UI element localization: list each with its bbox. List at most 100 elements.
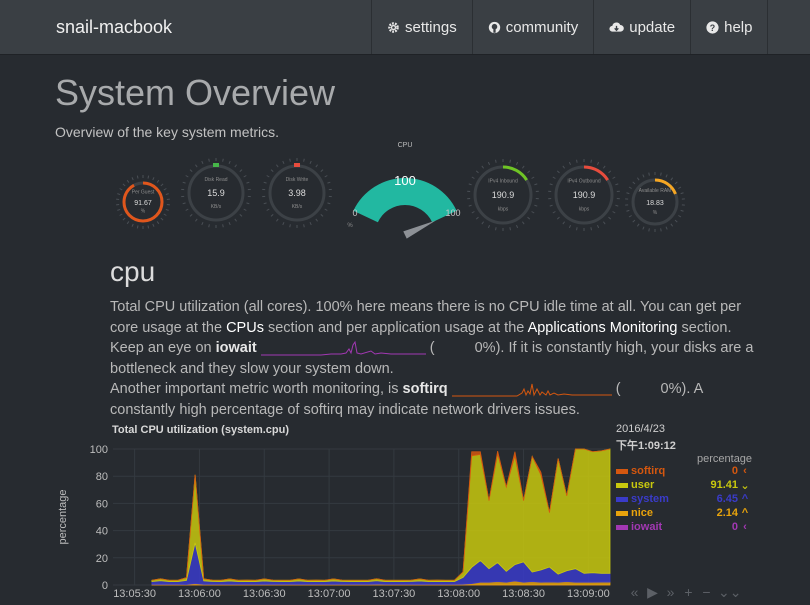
gauge-tick bbox=[602, 221, 606, 225]
gauge-tick bbox=[552, 176, 556, 179]
applications-monitoring-link[interactable]: Applications Monitoring bbox=[527, 319, 678, 336]
gauge-tick bbox=[576, 159, 578, 163]
gauge-tick bbox=[119, 188, 123, 191]
legend-value: 0 bbox=[731, 465, 738, 477]
gauge-label: Available RAM bbox=[639, 188, 672, 194]
gauge-tick bbox=[208, 158, 210, 162]
legend-item-user[interactable]: user 91.41 ⌄ bbox=[616, 479, 750, 493]
gauge-arc bbox=[631, 178, 679, 226]
x-tick-label: 13:05:30 bbox=[113, 588, 156, 600]
gauge-label: IPv4 Outbound bbox=[567, 178, 601, 184]
gauge-tick bbox=[481, 165, 485, 169]
gauge-tick bbox=[234, 218, 237, 222]
gauge-tick bbox=[576, 227, 578, 231]
gauge-tick bbox=[163, 213, 167, 216]
cloud-download-icon bbox=[609, 21, 625, 34]
gauge-tick bbox=[228, 222, 231, 226]
community-button[interactable]: community bbox=[471, 0, 594, 54]
gauge-tick bbox=[527, 216, 531, 220]
zoom-in-button[interactable]: + bbox=[684, 584, 693, 600]
gauge-value: 190.9 bbox=[492, 190, 515, 200]
easypie-chart: IPv4 Inbound 190.9 kbps bbox=[467, 159, 539, 231]
gauge-value: 91.67 bbox=[134, 200, 152, 207]
gauge-tick bbox=[165, 208, 169, 211]
gauge-tick bbox=[160, 183, 164, 187]
gauge-value: 3.98 bbox=[288, 188, 306, 198]
legend-item-iowait[interactable]: iowait 0 ‹ bbox=[616, 521, 750, 535]
gauge-units: % bbox=[347, 223, 353, 229]
easypie-chart: Disk Read 15.9 KB/s bbox=[181, 158, 251, 228]
gauge-tick bbox=[195, 218, 198, 222]
legend-value: 0 bbox=[731, 521, 738, 533]
pan-right-button[interactable]: » bbox=[666, 584, 675, 600]
resize-handle[interactable]: ⌄⌄ bbox=[718, 584, 742, 600]
help-button[interactable]: ? help bbox=[690, 0, 769, 54]
gauge-tick bbox=[678, 215, 682, 218]
gauge-tick bbox=[289, 224, 291, 228]
gauge-tick bbox=[665, 174, 668, 178]
gauge-tick bbox=[468, 183, 472, 186]
gauge-tick bbox=[160, 217, 164, 221]
cpus-link[interactable]: CPUs bbox=[226, 319, 264, 336]
gauge-tick bbox=[612, 176, 616, 179]
trend-arrow-icon: ⌄ bbox=[740, 480, 750, 492]
gauge-tick bbox=[243, 175, 247, 178]
gauge-label: IPv4 Inbound bbox=[488, 178, 518, 184]
gauge-tick bbox=[222, 158, 224, 162]
gauge-tick bbox=[590, 227, 592, 231]
description-text: 0%). A constantly high percentage of sof… bbox=[110, 381, 703, 418]
github-icon bbox=[488, 21, 501, 34]
gauge-tick bbox=[276, 218, 279, 222]
gauge-tick bbox=[521, 221, 525, 225]
gauge-units: KB/s bbox=[292, 204, 303, 210]
play-button[interactable]: ▶ bbox=[647, 584, 658, 600]
gauge-tick bbox=[549, 204, 553, 207]
gauge-tick bbox=[628, 215, 632, 218]
gauge-tick bbox=[327, 202, 331, 205]
gauge-tick bbox=[596, 161, 600, 166]
gauge-tick bbox=[475, 216, 479, 220]
gauge-marker bbox=[294, 163, 300, 167]
gauge-tick bbox=[665, 226, 668, 230]
gauge-tick bbox=[182, 181, 186, 184]
gauge-tick bbox=[117, 208, 121, 211]
description-text: ( bbox=[425, 340, 435, 356]
x-tick-label: 13:08:30 bbox=[502, 588, 545, 600]
settings-button[interactable]: settings bbox=[371, 0, 472, 54]
legend-item-softirq[interactable]: softirq 0 ‹ bbox=[616, 465, 750, 479]
update-button[interactable]: update bbox=[593, 0, 690, 54]
brand-hostname[interactable]: snail-macbook bbox=[56, 17, 173, 37]
gauge-tick bbox=[201, 222, 204, 226]
gauge-track bbox=[122, 181, 164, 223]
gauge-tick bbox=[270, 214, 274, 217]
gauge-tick bbox=[324, 175, 328, 178]
gauge-tick bbox=[626, 209, 630, 212]
gauge-tick bbox=[303, 158, 305, 162]
gauge-tick bbox=[266, 175, 270, 178]
gauge-arc bbox=[473, 165, 533, 225]
gauge-tick bbox=[156, 221, 160, 225]
gauge-tick bbox=[632, 181, 636, 185]
legend-item-nice[interactable]: nice 2.14 ^ bbox=[616, 507, 750, 521]
legend-swatch bbox=[616, 483, 628, 488]
gauge-units: % bbox=[141, 208, 146, 214]
nav-menu: settings community update ? help bbox=[371, 0, 769, 54]
series-area-softirq bbox=[151, 448, 611, 581]
gauge-tick bbox=[131, 223, 134, 227]
gauge-tick bbox=[481, 221, 485, 225]
pan-left-button[interactable]: « bbox=[630, 584, 639, 600]
legend-item-system[interactable]: system 6.45 ^ bbox=[616, 493, 750, 507]
gauge-tick bbox=[612, 211, 616, 214]
gauge-tick bbox=[309, 160, 312, 164]
gauge-tick bbox=[680, 192, 684, 195]
gauge-tick bbox=[678, 186, 682, 189]
y-tick-label: 0 bbox=[102, 580, 108, 592]
y-tick-label: 80 bbox=[96, 471, 108, 483]
gauge-tick bbox=[315, 164, 318, 168]
legend-value: 6.45 bbox=[716, 493, 738, 505]
legend-time: 下午1:09:12 bbox=[616, 440, 676, 452]
zoom-out-button[interactable]: − bbox=[702, 584, 711, 600]
y-tick-label: 40 bbox=[96, 526, 108, 538]
gauge-tick bbox=[185, 208, 189, 211]
gauge-tick bbox=[222, 224, 224, 228]
